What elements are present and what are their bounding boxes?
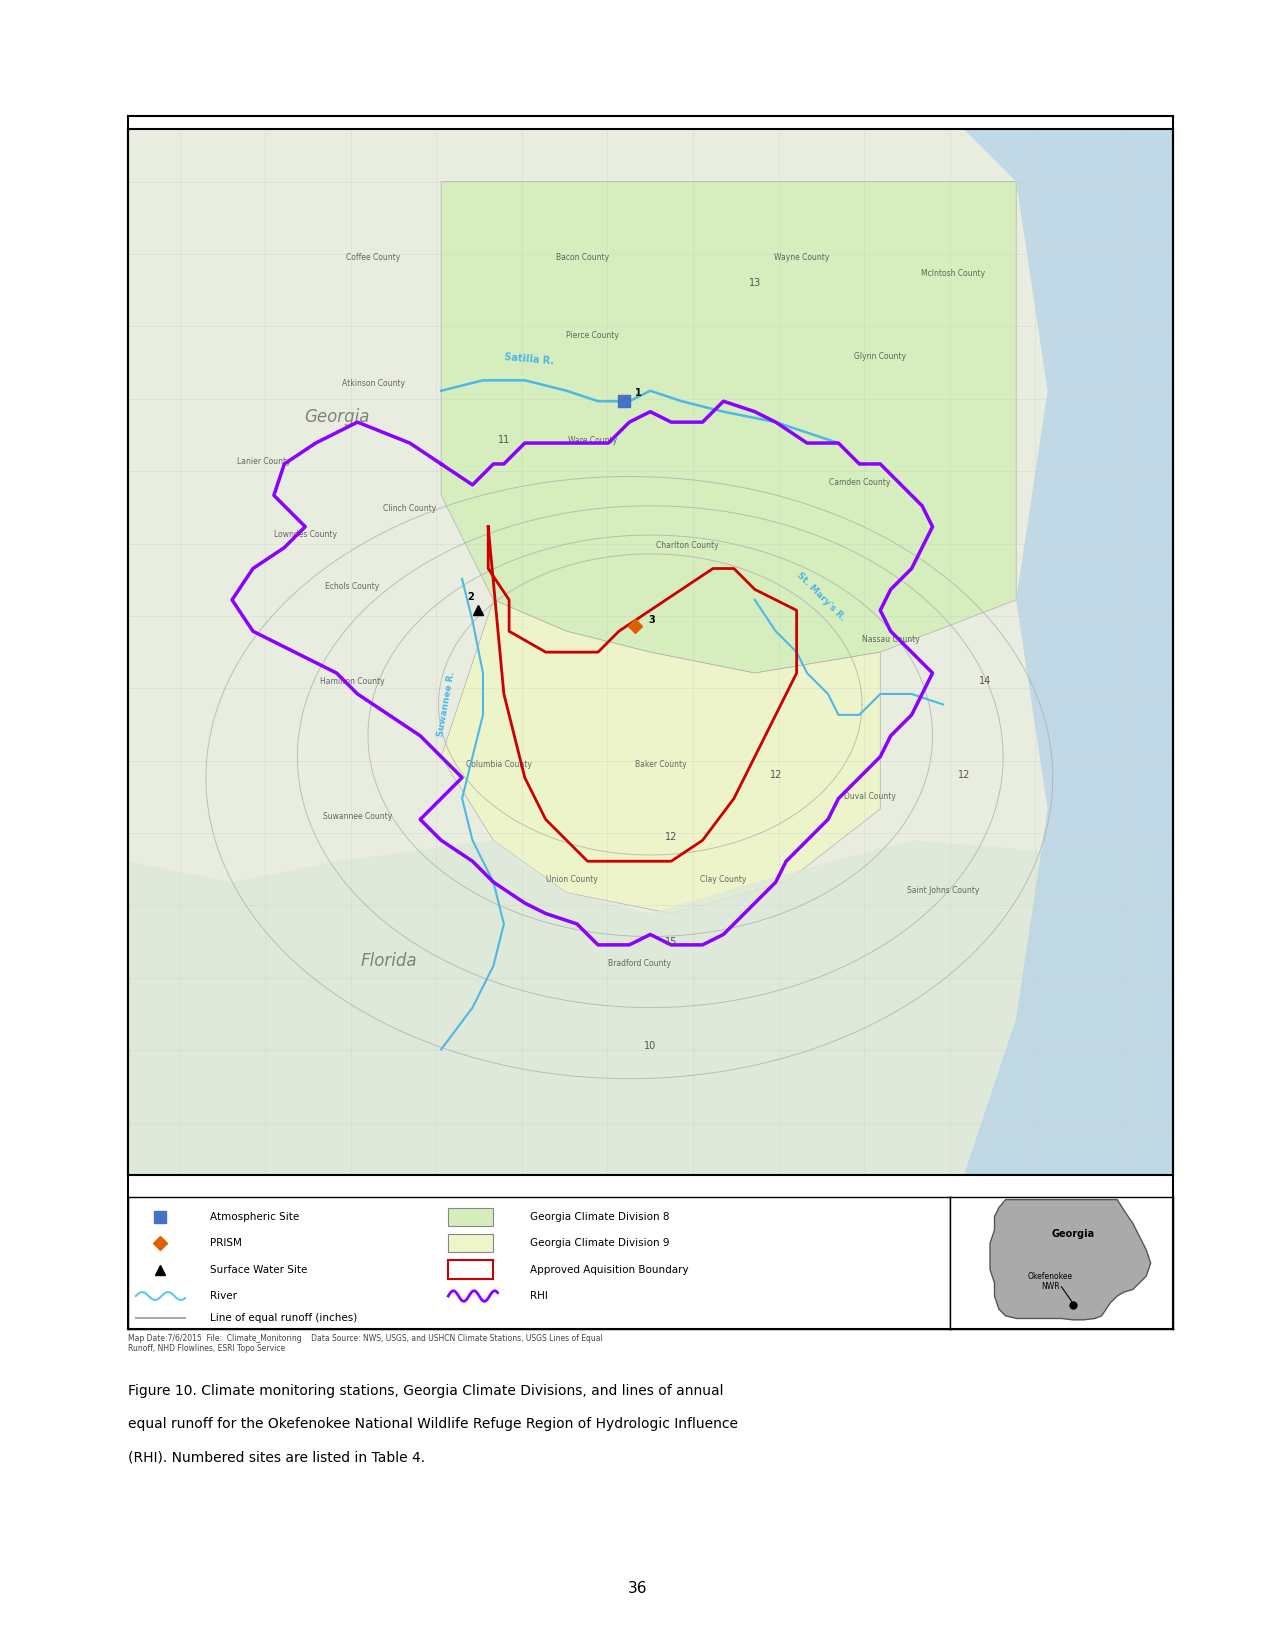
Text: Lanier County: Lanier County [237, 457, 291, 466]
Text: Atmospheric Site: Atmospheric Site [209, 1212, 298, 1222]
Text: Bradford County: Bradford County [608, 959, 672, 967]
Polygon shape [128, 840, 1173, 1176]
Text: 10: 10 [644, 1042, 657, 1052]
Text: (RHI). Numbered sites are listed in Table 4.: (RHI). Numbered sites are listed in Tabl… [128, 1450, 425, 1464]
Text: Georgia: Georgia [303, 408, 370, 426]
Polygon shape [964, 129, 1173, 1176]
Text: Georgia: Georgia [1051, 1228, 1094, 1238]
Text: Florida: Florida [361, 951, 417, 969]
Text: Atkinson County: Atkinson County [342, 378, 404, 388]
Text: Map Date:7/6/2015  File:  Climate_Monitoring    Data Source: NWS, USGS, and USHC: Map Date:7/6/2015 File: Climate_Monitori… [128, 1334, 602, 1342]
Text: Coffee County: Coffee County [346, 253, 400, 263]
Text: Union County: Union County [546, 875, 598, 885]
Text: PRISM: PRISM [209, 1238, 242, 1248]
Text: Camden County: Camden County [829, 477, 890, 487]
Text: Satilla R.: Satilla R. [504, 352, 555, 367]
Text: Okefenokee
NWR: Okefenokee NWR [1028, 1271, 1072, 1291]
Text: 15: 15 [666, 936, 677, 948]
Text: Wayne County: Wayne County [774, 253, 830, 263]
Text: Ware County: Ware County [569, 436, 617, 446]
Polygon shape [441, 599, 880, 913]
Polygon shape [989, 1200, 1150, 1319]
Text: Bacon County: Bacon County [556, 253, 609, 263]
Text: Charlton County: Charlton County [655, 540, 718, 550]
Text: Runoff, NHD Flowlines, ESRI Topo Service: Runoff, NHD Flowlines, ESRI Topo Service [128, 1344, 284, 1352]
Text: Echols County: Echols County [325, 583, 380, 591]
Text: Lowndes County: Lowndes County [274, 530, 337, 540]
Text: Pierce County: Pierce County [566, 332, 620, 340]
Text: 14: 14 [979, 675, 991, 685]
Text: RHI: RHI [530, 1291, 548, 1301]
Text: Surface Water Site: Surface Water Site [209, 1265, 307, 1275]
Text: 36: 36 [627, 1582, 648, 1597]
Text: Nassau County: Nassau County [862, 634, 919, 644]
Text: Figure 10. Climate monitoring stations, Georgia Climate Divisions, and lines of : Figure 10. Climate monitoring stations, … [128, 1384, 723, 1398]
FancyBboxPatch shape [449, 1207, 493, 1227]
Text: Saint Johns County: Saint Johns County [907, 885, 979, 895]
Text: equal runoff for the Okefenokee National Wildlife Refuge Region of Hydrologic In: equal runoff for the Okefenokee National… [128, 1417, 737, 1431]
Text: Suwannee R.: Suwannee R. [436, 670, 456, 738]
Text: Georgia Climate Division 9: Georgia Climate Division 9 [530, 1238, 669, 1248]
Text: Georgia Climate Division 8: Georgia Climate Division 8 [530, 1212, 669, 1222]
FancyBboxPatch shape [449, 1233, 493, 1253]
Text: 13: 13 [748, 279, 761, 289]
Text: 3: 3 [648, 614, 655, 624]
Text: Clay County: Clay County [700, 875, 747, 885]
Text: 11: 11 [497, 436, 510, 446]
Text: Columbia County: Columbia County [465, 759, 532, 769]
Text: Approved Aquisition Boundary: Approved Aquisition Boundary [530, 1265, 688, 1275]
Text: Glynn County: Glynn County [854, 352, 907, 362]
Polygon shape [441, 182, 1016, 674]
Text: 12: 12 [770, 769, 782, 779]
Text: 12: 12 [666, 832, 677, 842]
Text: Clinch County: Clinch County [384, 504, 436, 513]
Text: St. Mary's R.: St. Mary's R. [794, 571, 847, 622]
Text: 2: 2 [467, 591, 474, 603]
Text: Hamilton County: Hamilton County [320, 677, 385, 685]
Text: McIntosh County: McIntosh County [922, 269, 986, 277]
Text: Baker County: Baker County [635, 759, 686, 769]
FancyBboxPatch shape [449, 1260, 493, 1280]
Text: 1: 1 [635, 388, 641, 398]
Text: Line of equal runoff (inches): Line of equal runoff (inches) [209, 1314, 357, 1324]
Text: Duval County: Duval County [844, 791, 896, 801]
Text: River: River [209, 1291, 237, 1301]
Text: 12: 12 [958, 769, 970, 779]
Text: Suwannee County: Suwannee County [323, 812, 393, 822]
